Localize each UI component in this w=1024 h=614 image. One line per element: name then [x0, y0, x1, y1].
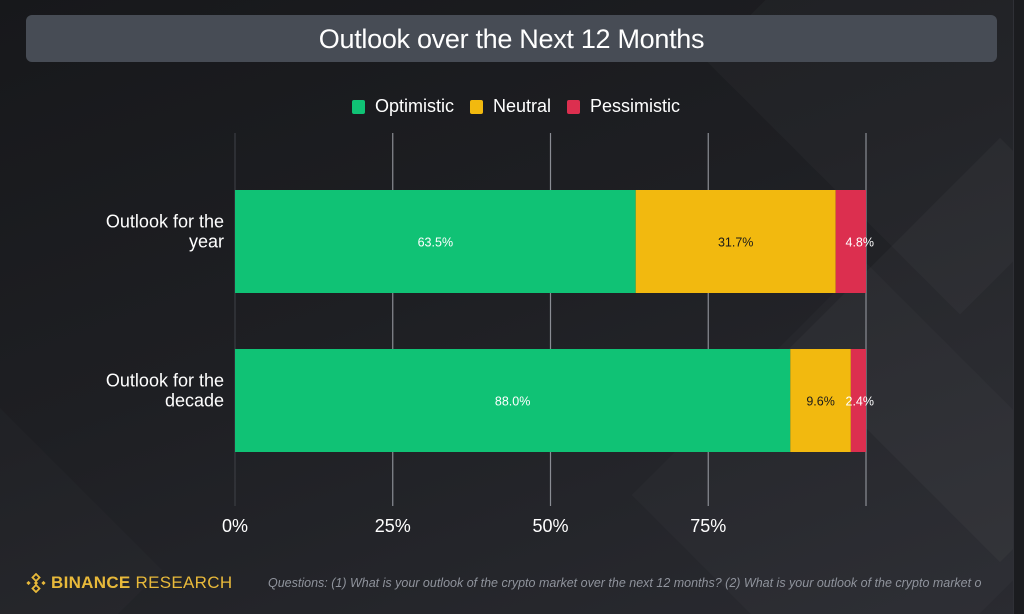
- data-label-pessimistic-0: 4.8%: [846, 236, 875, 250]
- x-tick-label-50: 50%: [532, 516, 568, 536]
- legend-label-pessimistic: Pessimistic: [590, 96, 681, 116]
- x-tick-label-0: 0%: [222, 516, 248, 536]
- data-label-neutral-0: 31.7%: [718, 236, 753, 250]
- chart-title: Outlook over the Next 12 Months: [26, 15, 997, 62]
- x-tick-label-25: 25%: [375, 516, 411, 536]
- category-label-1-line-0: Outlook for the: [106, 371, 224, 391]
- data-label-pessimistic-1: 2.4%: [846, 395, 875, 409]
- category-label-0-line-1: year: [189, 232, 224, 252]
- data-label-neutral-1: 9.6%: [806, 395, 835, 409]
- legend-swatch-optimistic: [351, 99, 365, 114]
- bar-neutral-1: [790, 349, 851, 452]
- brand-name: BINANCE: [51, 573, 131, 592]
- category-label-1-line-1: decade: [165, 391, 224, 411]
- legend-label-optimistic: Optimistic: [374, 96, 454, 116]
- bar-pessimistic-1: [850, 349, 866, 452]
- bar-pessimistic-0: [835, 190, 866, 293]
- bar-optimistic-1: [235, 349, 791, 452]
- window-edge: [1013, 0, 1024, 614]
- category-label-0-line-0: Outlook for the: [106, 212, 224, 232]
- legend: Optimistic Neutral Pessimistic: [0, 96, 1024, 117]
- binance-logo-icon: [26, 573, 46, 593]
- binance-research-logo: BINANCE RESEARCH: [26, 573, 232, 593]
- legend-item-pessimistic: Pessimistic: [567, 96, 680, 117]
- legend-swatch-pessimistic: [567, 99, 581, 114]
- legend-item-optimistic: Optimistic: [351, 96, 454, 117]
- survey-questions-note: Questions: (1) What is your outlook of t…: [268, 576, 982, 590]
- legend-item-neutral: Neutral: [469, 96, 552, 117]
- bar-neutral-0: [635, 190, 836, 293]
- bar-optimistic-0: [235, 190, 636, 293]
- legend-label-neutral: Neutral: [492, 96, 552, 116]
- data-label-optimistic-1: 88.0%: [495, 395, 530, 409]
- data-label-optimistic-0: 63.5%: [418, 236, 453, 250]
- brand-subtitle: RESEARCH: [135, 573, 233, 592]
- x-tick-label-75: 75%: [690, 516, 726, 536]
- legend-swatch-neutral: [469, 99, 483, 114]
